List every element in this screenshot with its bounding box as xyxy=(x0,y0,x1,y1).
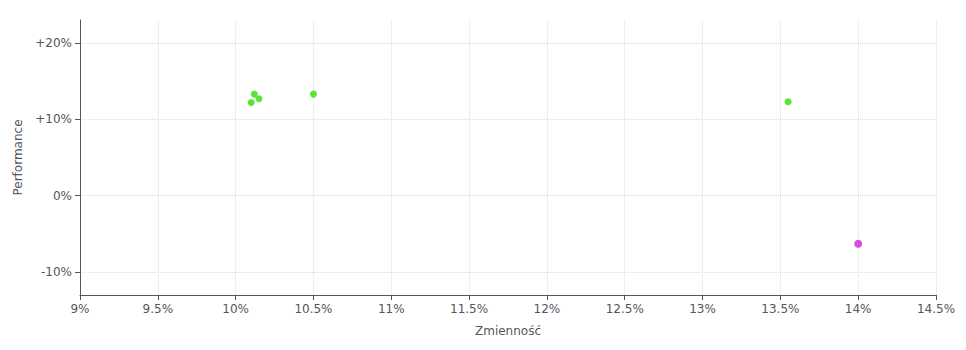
svg-text:9%: 9% xyxy=(70,302,89,316)
svg-text:0%: 0% xyxy=(53,189,72,203)
svg-text:13.5%: 13.5% xyxy=(761,302,799,316)
svg-text:12%: 12% xyxy=(534,302,561,316)
svg-text:12.5%: 12.5% xyxy=(606,302,644,316)
svg-text:Performance: Performance xyxy=(11,119,25,195)
svg-text:14%: 14% xyxy=(845,302,872,316)
svg-text:10.5%: 10.5% xyxy=(294,302,332,316)
svg-text:-10%: -10% xyxy=(41,265,72,279)
svg-text:11%: 11% xyxy=(378,302,405,316)
svg-text:+10%: +10% xyxy=(35,112,72,126)
svg-text:13%: 13% xyxy=(689,302,716,316)
svg-text:+20%: +20% xyxy=(35,36,72,50)
svg-text:Zmienność: Zmienność xyxy=(475,324,541,338)
svg-text:9.5%: 9.5% xyxy=(143,302,174,316)
svg-text:11.5%: 11.5% xyxy=(450,302,488,316)
svg-text:10%: 10% xyxy=(222,302,249,316)
svg-text:14.5%: 14.5% xyxy=(917,302,955,316)
